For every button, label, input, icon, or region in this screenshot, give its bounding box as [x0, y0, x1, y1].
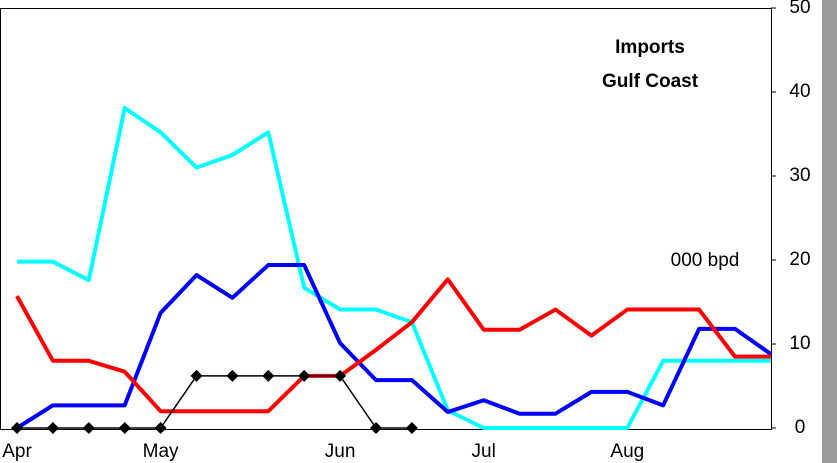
y-tick-label: 50 — [789, 0, 810, 18]
y-tick-label: 20 — [789, 249, 810, 270]
plot-frame — [0, 8, 772, 430]
diamond-marker — [262, 369, 275, 382]
chart-subtitle: Gulf Coast — [602, 71, 699, 92]
series-line — [15, 277, 771, 414]
diamond-marker — [118, 422, 131, 434]
y-tick-label: 10 — [789, 333, 810, 354]
x-tick-label: Jun — [325, 441, 356, 462]
diamond-marker — [82, 422, 95, 434]
series-line — [15, 263, 773, 430]
x-tick-label: Jul — [472, 441, 496, 462]
chart-title: Imports — [615, 37, 685, 58]
unit-annotation: 000 bpd — [671, 250, 740, 271]
y-tick-label: 30 — [789, 165, 810, 186]
diamond-marker — [370, 422, 382, 434]
diamond-marker — [334, 369, 347, 382]
x-tick-label: Apr — [2, 441, 32, 462]
window-edge — [822, 0, 837, 463]
diamond-marker — [298, 369, 311, 382]
y-tick-label: 0 — [795, 417, 806, 438]
diamond-marker — [154, 422, 167, 434]
diamond-marker — [226, 369, 239, 382]
diamond-marker — [46, 422, 59, 434]
diamond-marker — [190, 369, 203, 382]
series-line — [17, 375, 412, 429]
y-tick-label: 40 — [789, 81, 810, 102]
diamond-marker — [11, 422, 23, 434]
diamond-marker — [405, 422, 418, 434]
x-tick-label: May — [143, 441, 179, 462]
series-line — [17, 105, 771, 430]
x-tick-label: Aug — [610, 441, 644, 462]
